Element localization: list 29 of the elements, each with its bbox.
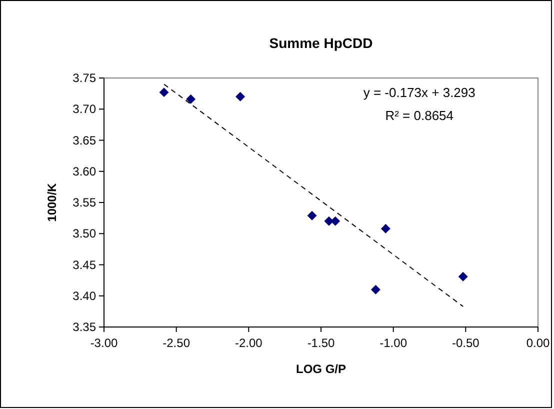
- y-tick-label: 3.40: [72, 288, 96, 303]
- y-tick-label: 3.35: [72, 320, 96, 334]
- x-tick-label: 0.00: [526, 336, 550, 350]
- y-tick-label: 3.65: [72, 133, 96, 148]
- y-tick-label: 3.75: [72, 71, 96, 85]
- point: [380, 224, 390, 234]
- point: [458, 272, 468, 282]
- chart-title: Summe HpCDD: [269, 35, 373, 51]
- y-tick-label: 3.70: [72, 102, 96, 116]
- point: [330, 216, 340, 226]
- point: [236, 92, 246, 102]
- y-tick-label: 3.50: [72, 226, 96, 241]
- x-tick-label: -3.00: [90, 336, 118, 350]
- y-tick-label: 3.45: [72, 258, 96, 272]
- x-tick-label: -0.50: [452, 336, 480, 350]
- point: [307, 210, 317, 220]
- x-tick-label: -2.50: [162, 336, 190, 350]
- y-tick-label: 3.55: [72, 196, 96, 210]
- x-axis-title: LOG G/P: [296, 362, 346, 376]
- annotation: y = -0.173x + 3.293: [363, 85, 476, 100]
- point: [186, 94, 196, 104]
- annotation: R² = 0.8654: [385, 108, 454, 123]
- point: [370, 284, 380, 294]
- x-tick-label: -2.00: [234, 336, 263, 350]
- x-tick-label: -1.50: [307, 336, 335, 350]
- x-tick-label: -1.00: [380, 336, 408, 350]
- y-tick-label: 3.60: [72, 164, 96, 178]
- point: [159, 88, 169, 98]
- y-axis-title: 1000/K: [45, 182, 59, 222]
